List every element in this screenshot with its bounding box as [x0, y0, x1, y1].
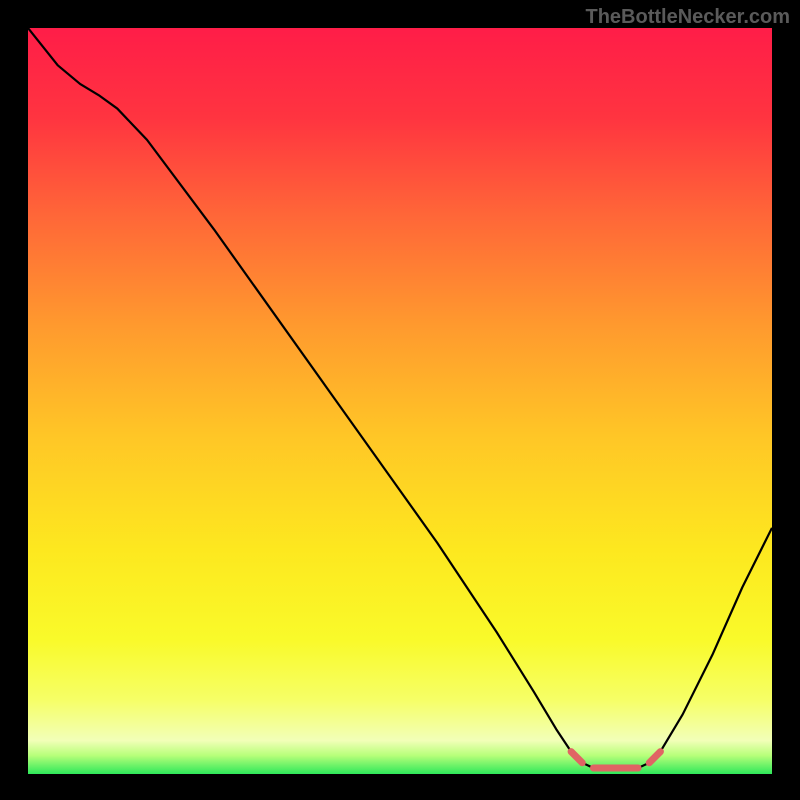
- watermark-text: TheBottleNecker.com: [585, 6, 790, 29]
- plot-svg: [28, 28, 772, 774]
- bottleneck-plot: [28, 28, 772, 774]
- gradient-background: [28, 28, 772, 774]
- chart-container: TheBottleNecker.com: [0, 0, 800, 800]
